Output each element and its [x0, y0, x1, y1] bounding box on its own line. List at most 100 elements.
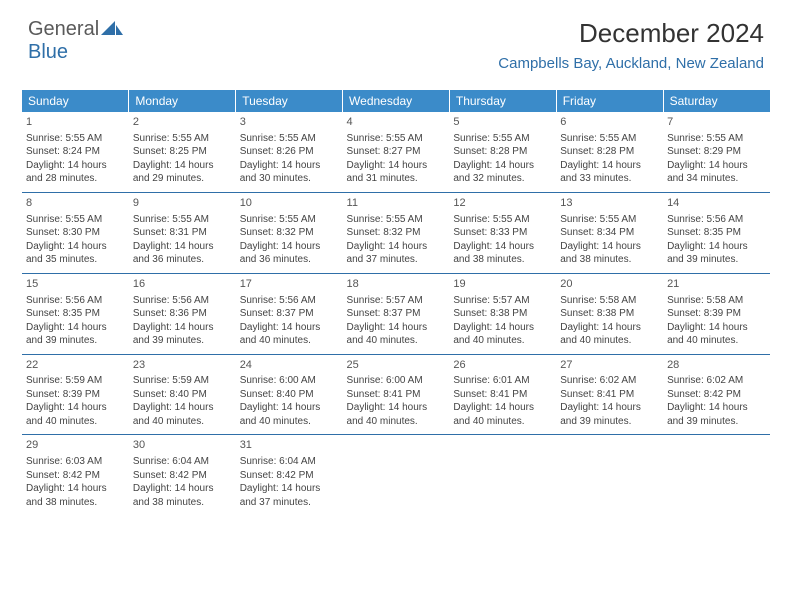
calendar-day-cell: 9Sunrise: 5:55 AMSunset: 8:31 PMDaylight… [129, 192, 236, 273]
calendar-day-cell: 2Sunrise: 5:55 AMSunset: 8:25 PMDaylight… [129, 112, 236, 192]
sunrise-text: Sunrise: 5:55 AM [133, 132, 232, 146]
daylight-text: Daylight: 14 hours [347, 240, 446, 254]
header: General Blue December 2024 Campbells Bay… [0, 0, 792, 76]
daylight-text: Daylight: 14 hours [667, 401, 766, 415]
page-title: December 2024 [498, 18, 764, 49]
day-number: 7 [667, 115, 766, 130]
sunset-text: Sunset: 8:31 PM [133, 226, 232, 240]
daylight-text: Daylight: 14 hours [26, 401, 125, 415]
day-number: 11 [347, 196, 446, 211]
sunset-text: Sunset: 8:32 PM [347, 226, 446, 240]
sunrise-text: Sunrise: 6:00 AM [347, 374, 446, 388]
sunset-text: Sunset: 8:42 PM [133, 469, 232, 483]
sunset-text: Sunset: 8:37 PM [240, 307, 339, 321]
daylight-text: and 40 minutes. [347, 334, 446, 348]
day-number: 8 [26, 196, 125, 211]
calendar-day-cell: 11 Sunrise: 5:55 AMSunset: 8:32 PMDayligh… [343, 192, 450, 273]
day-number: 30 [133, 438, 232, 453]
day-number: 26 [453, 358, 552, 373]
daylight-text: and 39 minutes. [133, 334, 232, 348]
sunset-text: Sunset: 8:35 PM [667, 226, 766, 240]
daylight-text: Daylight: 14 hours [453, 321, 552, 335]
sunrise-text: Sunrise: 5:55 AM [347, 132, 446, 146]
calendar-day-cell: 16Sunrise: 5:56 AMSunset: 8:36 PMDayligh… [129, 273, 236, 354]
daylight-text: Daylight: 14 hours [560, 240, 659, 254]
daylight-text: and 30 minutes. [240, 172, 339, 186]
daylight-text: and 38 minutes. [133, 496, 232, 510]
daylight-text: Daylight: 14 hours [347, 321, 446, 335]
weekday-header: Saturday [663, 90, 770, 112]
logo-sail-icon [101, 22, 123, 39]
sunrise-text: Sunrise: 6:00 AM [240, 374, 339, 388]
daylight-text: Daylight: 14 hours [453, 401, 552, 415]
daylight-text: and 34 minutes. [667, 172, 766, 186]
sunrise-text: Sunrise: 5:55 AM [347, 213, 446, 227]
sunset-text: Sunset: 8:29 PM [667, 145, 766, 159]
sunset-text: Sunset: 8:42 PM [667, 388, 766, 402]
sunset-text: Sunset: 8:42 PM [240, 469, 339, 483]
calendar-day-cell [343, 435, 450, 515]
calendar-day-cell: 30 Sunrise: 6:04 AMSunset: 8:42 PMDayligh… [129, 435, 236, 515]
day-number: 14 [667, 196, 766, 211]
calendar-day-cell: 10Sunrise: 5:55 AMSunset: 8:32 PMDayligh… [236, 192, 343, 273]
daylight-text: and 39 minutes. [560, 415, 659, 429]
daylight-text: Daylight: 14 hours [133, 321, 232, 335]
day-number: 21 [667, 277, 766, 292]
daylight-text: Daylight: 14 hours [133, 482, 232, 496]
calendar-day-cell: 28Sunrise: 6:02 AMSunset: 8:42 PMDayligh… [663, 354, 770, 435]
weekday-header: Wednesday [343, 90, 450, 112]
sunset-text: Sunset: 8:40 PM [133, 388, 232, 402]
logo: General Blue [28, 18, 123, 64]
sunrise-text: Sunrise: 6:03 AM [26, 455, 125, 469]
day-number: 12 [453, 196, 552, 211]
daylight-text: and 32 minutes. [453, 172, 552, 186]
sunset-text: Sunset: 8:42 PM [26, 469, 125, 483]
sunrise-text: Sunrise: 5:59 AM [133, 374, 232, 388]
sunrise-text: Sunrise: 5:55 AM [26, 132, 125, 146]
calendar-week-row: 15Sunrise: 5:56 AMSunset: 8:35 PMDayligh… [22, 273, 770, 354]
daylight-text: Daylight: 14 hours [560, 321, 659, 335]
daylight-text: and 29 minutes. [133, 172, 232, 186]
day-number: 5 [453, 115, 552, 130]
sunrise-text: Sunrise: 5:55 AM [560, 213, 659, 227]
calendar-day-cell: 24Sunrise: 6:00 AMSunset: 8:40 PMDayligh… [236, 354, 343, 435]
day-number: 13 [560, 196, 659, 211]
sunset-text: Sunset: 8:41 PM [347, 388, 446, 402]
daylight-text: and 33 minutes. [560, 172, 659, 186]
logo-text-general: General [28, 18, 99, 40]
daylight-text: and 36 minutes. [240, 253, 339, 267]
daylight-text: Daylight: 14 hours [240, 482, 339, 496]
calendar-day-cell: 19Sunrise: 5:57 AMSunset: 8:38 PMDayligh… [449, 273, 556, 354]
sunset-text: Sunset: 8:37 PM [347, 307, 446, 321]
sunset-text: Sunset: 8:41 PM [560, 388, 659, 402]
daylight-text: and 39 minutes. [26, 334, 125, 348]
sunrise-text: Sunrise: 5:56 AM [240, 294, 339, 308]
calendar-day-cell: 8Sunrise: 5:55 AMSunset: 8:30 PMDaylight… [22, 192, 129, 273]
day-number: 2 [133, 115, 232, 130]
sunrise-text: Sunrise: 5:56 AM [26, 294, 125, 308]
daylight-text: and 37 minutes. [240, 496, 339, 510]
sunrise-text: Sunrise: 6:04 AM [133, 455, 232, 469]
day-number: 17 [240, 277, 339, 292]
weekday-header: Tuesday [236, 90, 343, 112]
calendar-day-cell: 17Sunrise: 5:56 AMSunset: 8:37 PMDayligh… [236, 273, 343, 354]
day-number: 19 [453, 277, 552, 292]
sunset-text: Sunset: 8:35 PM [26, 307, 125, 321]
daylight-text: Daylight: 14 hours [667, 159, 766, 173]
daylight-text: Daylight: 14 hours [453, 240, 552, 254]
daylight-text: Daylight: 14 hours [26, 321, 125, 335]
daylight-text: Daylight: 14 hours [133, 401, 232, 415]
day-number: 6 [560, 115, 659, 130]
day-number: 27 [560, 358, 659, 373]
sunset-text: Sunset: 8:41 PM [453, 388, 552, 402]
daylight-text: and 40 minutes. [667, 334, 766, 348]
sunset-text: Sunset: 8:38 PM [453, 307, 552, 321]
calendar-week-row: 29Sunrise: 6:03 AMSunset: 8:42 PMDayligh… [22, 435, 770, 515]
sunset-text: Sunset: 8:34 PM [560, 226, 659, 240]
day-number: 24 [240, 358, 339, 373]
daylight-text: and 38 minutes. [453, 253, 552, 267]
location-subtitle: Campbells Bay, Auckland, New Zealand [498, 55, 764, 72]
calendar-day-cell: 27Sunrise: 6:02 AMSunset: 8:41 PMDayligh… [556, 354, 663, 435]
day-number: 15 [26, 277, 125, 292]
sunrise-text: Sunrise: 5:55 AM [240, 213, 339, 227]
